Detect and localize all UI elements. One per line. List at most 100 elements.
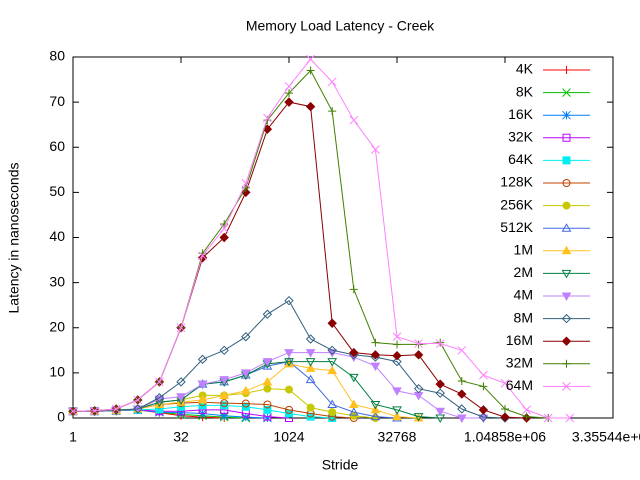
data-point bbox=[348, 373, 359, 383]
data-point bbox=[392, 351, 402, 361]
data-point bbox=[479, 370, 488, 380]
data-point bbox=[478, 405, 489, 415]
data-point bbox=[241, 332, 251, 342]
data-point bbox=[392, 332, 402, 342]
x-tick-label: 32768 bbox=[378, 429, 417, 445]
data-point bbox=[500, 378, 510, 388]
legend-marker bbox=[561, 313, 572, 324]
legend-marker bbox=[562, 66, 571, 74]
data-point bbox=[305, 349, 316, 358]
data-point bbox=[327, 349, 338, 358]
legend-marker bbox=[562, 382, 571, 391]
data-point bbox=[370, 350, 381, 360]
legend-marker bbox=[562, 88, 571, 97]
data-point bbox=[176, 408, 186, 417]
data-point bbox=[435, 388, 445, 398]
y-tick-label: 50 bbox=[49, 183, 65, 199]
data-point bbox=[284, 295, 294, 306]
y-tick-label: 20 bbox=[49, 318, 65, 334]
legend-label: 4K bbox=[516, 61, 534, 77]
data-point bbox=[305, 363, 316, 372]
legend-label: 1M bbox=[514, 242, 533, 258]
data-point bbox=[263, 413, 272, 423]
legend-label: 128K bbox=[500, 174, 533, 190]
data-point bbox=[133, 404, 143, 414]
data-point bbox=[219, 232, 229, 243]
data-point bbox=[284, 349, 294, 358]
data-point bbox=[219, 376, 230, 385]
data-point bbox=[241, 399, 250, 408]
data-point bbox=[284, 81, 294, 91]
data-point bbox=[263, 400, 272, 409]
data-point bbox=[457, 345, 467, 355]
data-point bbox=[370, 400, 381, 410]
data-point bbox=[413, 391, 424, 401]
legend-marker bbox=[562, 110, 571, 120]
legend-label: 256K bbox=[500, 196, 533, 212]
data-point bbox=[176, 393, 186, 402]
legend-label: 512K bbox=[500, 219, 533, 235]
data-point bbox=[349, 115, 359, 125]
legend-label: 64K bbox=[508, 151, 534, 167]
data-point bbox=[500, 412, 510, 422]
y-tick-label: 80 bbox=[49, 48, 65, 64]
data-point bbox=[284, 358, 294, 368]
data-point bbox=[154, 392, 165, 403]
data-point bbox=[155, 377, 164, 387]
data-point bbox=[328, 408, 337, 417]
data-point bbox=[392, 387, 402, 396]
data-point bbox=[478, 412, 489, 422]
data-point bbox=[306, 66, 315, 75]
data-point bbox=[262, 358, 273, 367]
data-point bbox=[435, 339, 445, 348]
data-point bbox=[306, 54, 315, 64]
data-point bbox=[348, 407, 359, 416]
data-point bbox=[392, 411, 402, 421]
data-point bbox=[436, 338, 445, 347]
data-point bbox=[262, 361, 273, 370]
data-point bbox=[285, 405, 293, 414]
legend-label: 32M bbox=[506, 355, 533, 371]
legend-marker bbox=[561, 245, 572, 255]
data-point bbox=[262, 309, 273, 319]
legend-marker bbox=[561, 223, 572, 232]
legend-label: 32K bbox=[508, 129, 534, 145]
data-point bbox=[393, 340, 401, 349]
data-point bbox=[456, 414, 467, 424]
data-point bbox=[133, 395, 143, 405]
legend-marker bbox=[562, 201, 571, 210]
data-point bbox=[219, 224, 229, 233]
data-point bbox=[370, 362, 381, 372]
legend-label: 16K bbox=[508, 106, 534, 122]
x-tick-label: 1024 bbox=[273, 429, 304, 445]
data-point bbox=[285, 89, 293, 98]
data-point bbox=[435, 379, 445, 389]
y-tick-label: 70 bbox=[49, 93, 65, 109]
data-point bbox=[240, 369, 251, 378]
data-point bbox=[327, 365, 338, 375]
data-point bbox=[371, 145, 380, 154]
x-axis-label: Stride bbox=[322, 457, 359, 473]
data-point bbox=[327, 318, 337, 328]
data-point bbox=[479, 382, 488, 391]
data-point bbox=[522, 412, 531, 421]
data-point bbox=[327, 77, 337, 87]
legend-label: 8M bbox=[514, 309, 533, 325]
legend-label: 4M bbox=[514, 287, 533, 303]
y-tick-label: 10 bbox=[49, 364, 65, 380]
data-point bbox=[370, 411, 381, 421]
data-point bbox=[219, 390, 230, 399]
data-point bbox=[305, 358, 316, 367]
data-point bbox=[176, 323, 186, 333]
y-tick-label: 30 bbox=[49, 273, 65, 289]
y-tick-label: 0 bbox=[57, 409, 65, 425]
data-point bbox=[220, 219, 229, 228]
y-tick-label: 60 bbox=[49, 138, 65, 154]
legend-marker bbox=[562, 156, 571, 165]
data-point bbox=[457, 389, 467, 399]
legend-marker bbox=[562, 179, 571, 187]
legend-marker bbox=[561, 336, 572, 346]
series-line bbox=[72, 299, 506, 419]
data-point bbox=[220, 399, 229, 408]
